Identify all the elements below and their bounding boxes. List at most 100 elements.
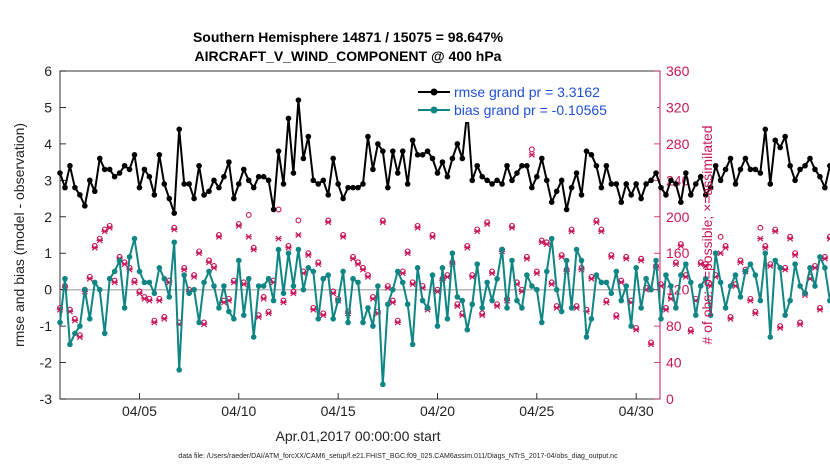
rmse-point	[419, 152, 426, 158]
bias-point	[648, 286, 654, 293]
rmse-point	[812, 166, 818, 173]
bias-point	[653, 257, 659, 264]
obs-assimilated-marker	[156, 297, 163, 304]
y-axis-ticks: -3 -2 -1 0 1 2 3 4 5 6	[40, 63, 66, 407]
x-tick-label: 04/30	[619, 403, 654, 419]
rmse-point	[77, 192, 83, 198]
obs-assimilated-marker	[717, 250, 724, 257]
rmse-point	[618, 199, 625, 205]
bias-point	[57, 319, 63, 326]
bias-point	[335, 297, 341, 304]
rmse-point	[280, 181, 287, 187]
obs-assimilated-marker	[200, 321, 208, 328]
bias-point	[389, 286, 396, 293]
rmse-point	[514, 170, 520, 176]
x-tick-label: 04/05	[122, 403, 157, 419]
bias-point	[573, 246, 580, 253]
bias-point	[121, 305, 128, 311]
bias-point	[375, 283, 381, 289]
bias-point	[176, 367, 183, 373]
bias-point	[226, 308, 232, 315]
bias-point	[668, 283, 674, 289]
obs-assimilated-marker	[548, 281, 555, 288]
legend: rmse grand pr = 3.3162 bias grand pr = -…	[413, 80, 657, 122]
bias-point	[206, 268, 212, 275]
obs-possible-marker	[757, 224, 764, 231]
obs-assimilated-marker	[171, 226, 178, 233]
obs-assimilated-marker	[429, 233, 436, 240]
rmse-point	[444, 173, 451, 180]
rmse-point	[330, 155, 336, 162]
bias-point	[270, 297, 277, 304]
bias-point	[712, 250, 719, 257]
y2-tick-label: 80	[666, 318, 682, 334]
rmse-point	[499, 181, 505, 187]
rmse-point	[588, 152, 595, 158]
rmse-point	[240, 166, 247, 173]
obs-assimilated-marker	[697, 261, 704, 268]
rmse-point	[434, 170, 441, 176]
obs-assimilated-marker	[493, 303, 501, 310]
rmse-point	[141, 166, 148, 173]
bias-point	[245, 275, 252, 282]
rmse-point	[211, 177, 217, 184]
obs-assimilated-marker	[205, 259, 213, 266]
bias-point	[613, 268, 620, 275]
rmse-point	[469, 177, 476, 184]
bias-point	[692, 312, 699, 318]
rmse-point	[380, 148, 386, 154]
rmse-point	[231, 195, 237, 202]
obs-assimilated-marker	[310, 306, 317, 313]
bias-point	[236, 257, 242, 264]
obs-assimilated-marker	[325, 219, 332, 226]
bias-point	[767, 334, 774, 340]
obs-assimilated-marker	[265, 310, 272, 317]
rmse-point	[687, 192, 694, 198]
bias-point	[787, 297, 793, 304]
obs-assimilated-marker	[136, 290, 143, 297]
x-tick-label: 04/15	[321, 403, 356, 419]
rmse-point	[608, 181, 615, 187]
obs-assimilated-marker	[632, 326, 640, 333]
rmse-point	[255, 173, 262, 180]
obs-assimilated-marker	[210, 264, 218, 271]
rmse-point	[67, 162, 73, 169]
rmse-point	[270, 206, 277, 213]
rmse-point	[633, 181, 639, 187]
obs-assimilated-marker	[543, 241, 550, 248]
obs-assimilated-marker	[727, 315, 734, 322]
bias-point	[802, 290, 808, 297]
obs-assimilated-marker	[86, 275, 94, 282]
bias-point	[638, 305, 644, 311]
bias-point	[782, 312, 788, 318]
rmse-point	[722, 166, 729, 173]
bias-point	[812, 283, 818, 289]
bias-point	[663, 272, 669, 278]
bias-point	[265, 275, 272, 282]
bias-point	[126, 254, 133, 260]
bias-point	[702, 275, 709, 282]
bias-point	[519, 305, 525, 311]
bias-point	[350, 275, 356, 282]
bias-point	[524, 272, 530, 278]
bias-point	[360, 319, 366, 326]
bias-point	[707, 312, 714, 318]
bias-point	[216, 305, 222, 311]
bias-point	[285, 250, 292, 257]
y-tick-label: -1	[40, 318, 53, 334]
rmse-point	[186, 181, 192, 187]
bias-point	[469, 301, 476, 308]
rmse-point	[136, 184, 143, 191]
legend-rmse-marker	[430, 88, 438, 96]
rmse-point	[643, 181, 649, 187]
bias-point	[240, 312, 247, 318]
rmse-point	[454, 141, 461, 147]
rmse-point	[767, 181, 774, 187]
bias-point	[211, 283, 217, 289]
rmse-point	[62, 184, 68, 191]
bias-point	[578, 257, 585, 264]
bias-point	[484, 279, 490, 286]
obs-assimilated-marker	[389, 299, 396, 306]
rmse-point	[524, 162, 530, 169]
bias-point	[290, 283, 297, 289]
